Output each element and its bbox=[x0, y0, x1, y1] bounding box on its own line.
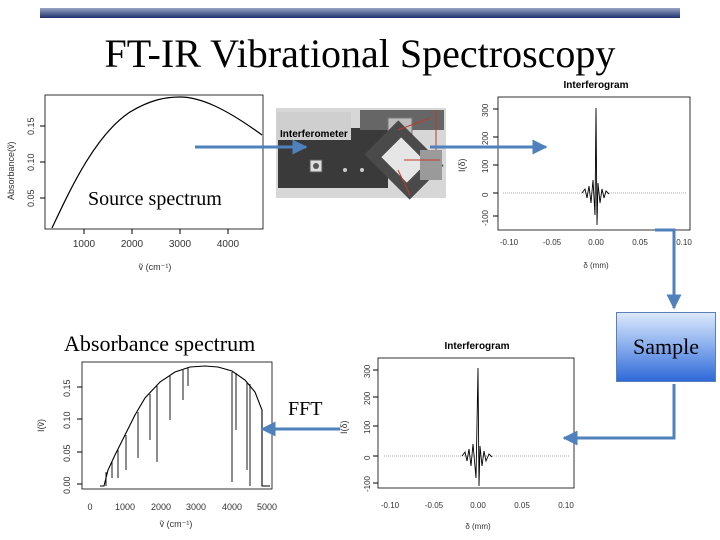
absorbance-spectrum-label: Absorbance spectrum bbox=[64, 331, 256, 356]
interferogram-bottom-ytick: 100 bbox=[363, 420, 372, 434]
interferogram-bottom-xtick: 0.10 bbox=[558, 501, 574, 510]
interferogram-top-ylabel: I(δ) bbox=[457, 158, 467, 172]
flow-arrows bbox=[195, 139, 682, 446]
interferogram-bottom-xtick: -0.10 bbox=[381, 501, 400, 510]
arrow-sample-to-interferogram bbox=[562, 384, 676, 446]
interferogram-top-signal bbox=[581, 107, 610, 226]
interferogram-top-xtick: 0.00 bbox=[588, 238, 604, 247]
source-ytick: 0.05 bbox=[26, 189, 36, 207]
sample-box: Sample bbox=[616, 312, 716, 382]
interferogram-bottom-ytick: 300 bbox=[363, 364, 372, 378]
absorbance-xtick: 1000 bbox=[115, 502, 135, 512]
interferogram-bottom-ytick: -100 bbox=[363, 475, 372, 492]
interferogram-bottom-xtick: 0.05 bbox=[514, 501, 530, 510]
interferogram-top-xtick: -0.10 bbox=[500, 238, 519, 247]
interferogram-top-frame bbox=[497, 96, 691, 231]
interferogram-top-plot: Interferogram -100 0 100 200 300 I(δ) -0… bbox=[457, 80, 692, 270]
interferogram-bottom-xtick: 0.00 bbox=[470, 501, 486, 510]
absorbance-xtick: 4000 bbox=[222, 502, 242, 512]
absorbance-xtick: 2000 bbox=[151, 502, 171, 512]
source-xticks: 1000 2000 3000 4000 bbox=[73, 229, 240, 250]
source-spectrum-label: Source spectrum bbox=[88, 188, 222, 210]
interferogram-bottom-title: Interferogram bbox=[444, 341, 509, 352]
interferogram-top-ytick: -100 bbox=[481, 209, 490, 226]
source-ytick: 0.10 bbox=[26, 153, 36, 171]
absorbance-ylabel: I(ṽ) bbox=[36, 419, 46, 432]
absorbance-ytick: 0.10 bbox=[62, 411, 72, 429]
absorbance-lines bbox=[105, 368, 251, 486]
absorbance-xlabel: ṽ (cm⁻¹) bbox=[160, 519, 193, 529]
absorbance-plot-frame bbox=[81, 361, 273, 490]
absorbance-xtick: 0 bbox=[87, 502, 92, 512]
interferogram-bottom-xlabel: δ (mm) bbox=[465, 522, 491, 531]
interferogram-bottom-signal bbox=[461, 367, 493, 487]
absorbance-ytick: 0.05 bbox=[62, 444, 72, 462]
absorbance-xtick: 5000 bbox=[257, 502, 277, 512]
interferometer-label: Interferometer bbox=[280, 129, 348, 140]
absorbance-xtick: 3000 bbox=[186, 502, 206, 512]
interferogram-bottom-ytick: 0 bbox=[363, 455, 372, 460]
absorbance-spectrum-plot: 0.00 0.05 0.10 0.15 I(ṽ) 0 1000 2000 300… bbox=[36, 361, 277, 529]
header-bar bbox=[40, 8, 680, 18]
source-xlabel: ṽ (cm⁻¹) bbox=[139, 262, 172, 272]
sample-label: Sample bbox=[633, 334, 699, 359]
source-xtick: 1000 bbox=[73, 239, 96, 250]
source-ylabel: Absorbance(ṽ) bbox=[6, 141, 16, 200]
interferogram-top-ytick: 300 bbox=[481, 103, 490, 117]
fft-label: FFT bbox=[288, 398, 323, 420]
interferogram-top-yticks: -100 0 100 200 300 bbox=[481, 103, 498, 226]
source-yticks: 0.05 0.10 0.15 bbox=[26, 117, 45, 207]
interferogram-bottom-xtick: -0.05 bbox=[425, 501, 444, 510]
interferogram-top-xtick: 0.05 bbox=[632, 238, 648, 247]
interferogram-bottom-plot: Interferogram -100 0 100 200 300 I(δ) -0… bbox=[339, 341, 575, 531]
interferogram-top-xlabel: δ (mm) bbox=[583, 261, 609, 270]
interferogram-bottom-xticks: -0.10 -0.05 0.00 0.05 0.10 bbox=[381, 501, 574, 510]
source-curve bbox=[51, 96, 263, 229]
interferogram-bottom-ylabel: I(δ) bbox=[339, 420, 349, 434]
interferogram-bottom-ytick: 200 bbox=[363, 391, 372, 405]
page-title: FT-IR Vibrational Spectroscopy bbox=[104, 31, 616, 76]
absorbance-xticks: 0 1000 2000 3000 4000 5000 bbox=[87, 502, 277, 512]
absorbance-curve bbox=[100, 365, 270, 487]
interferogram-top-title: Interferogram bbox=[563, 80, 628, 91]
interferogram-top-ytick: 100 bbox=[481, 159, 490, 173]
source-ytick: 0.15 bbox=[26, 117, 36, 135]
interferogram-top-ytick: 0 bbox=[481, 192, 490, 197]
absorbance-yticks: 0.00 0.05 0.10 0.15 bbox=[62, 379, 82, 494]
interferogram-top-xtick: -0.05 bbox=[543, 238, 562, 247]
interferogram-bottom-frame bbox=[377, 357, 575, 489]
interferogram-top-xticks: -0.10 -0.05 0.00 0.05 0.10 bbox=[500, 238, 692, 247]
absorbance-ytick: 0.00 bbox=[62, 476, 72, 494]
absorbance-ytick: 0.15 bbox=[62, 379, 72, 397]
source-xtick: 4000 bbox=[217, 239, 240, 250]
source-xtick: 2000 bbox=[121, 239, 144, 250]
source-xtick: 3000 bbox=[169, 239, 192, 250]
interferogram-top-xtick: 0.10 bbox=[676, 238, 692, 247]
interferogram-bottom-yticks: -100 0 100 200 300 bbox=[363, 364, 378, 492]
interferogram-top-ytick: 200 bbox=[481, 131, 490, 145]
interferometer-image: Interferometer bbox=[276, 108, 446, 200]
source-spectrum-plot: 0.05 0.10 0.15 Absorbance(ṽ) 1000 2000 3… bbox=[6, 94, 264, 272]
arrow-interferogram-to-sample bbox=[655, 228, 682, 310]
